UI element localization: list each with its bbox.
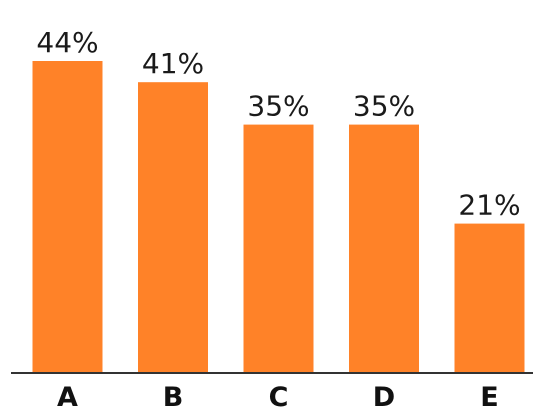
value-label-e: 21% [458, 189, 520, 222]
bars-group [32, 61, 525, 372]
bar-c [243, 124, 314, 372]
x-tick-label-a: A [57, 382, 78, 413]
x-tick-label-c: C [269, 382, 289, 413]
value-label-b: 41% [142, 47, 204, 80]
x-tick-labels-group: A B C D E [57, 382, 499, 413]
value-label-c: 35% [247, 90, 309, 123]
x-tick-label-b: B [163, 382, 184, 413]
bar-a [32, 61, 103, 372]
value-labels-group: 44% 41% 35% 35% 21% [36, 26, 520, 222]
x-tick-label-d: D [373, 382, 395, 413]
bar-d [349, 124, 419, 372]
bar-e [454, 223, 525, 372]
bar-b [138, 82, 208, 372]
value-label-d: 35% [353, 90, 415, 123]
value-label-a: 44% [36, 26, 98, 59]
x-tick-label-e: E [480, 382, 498, 413]
